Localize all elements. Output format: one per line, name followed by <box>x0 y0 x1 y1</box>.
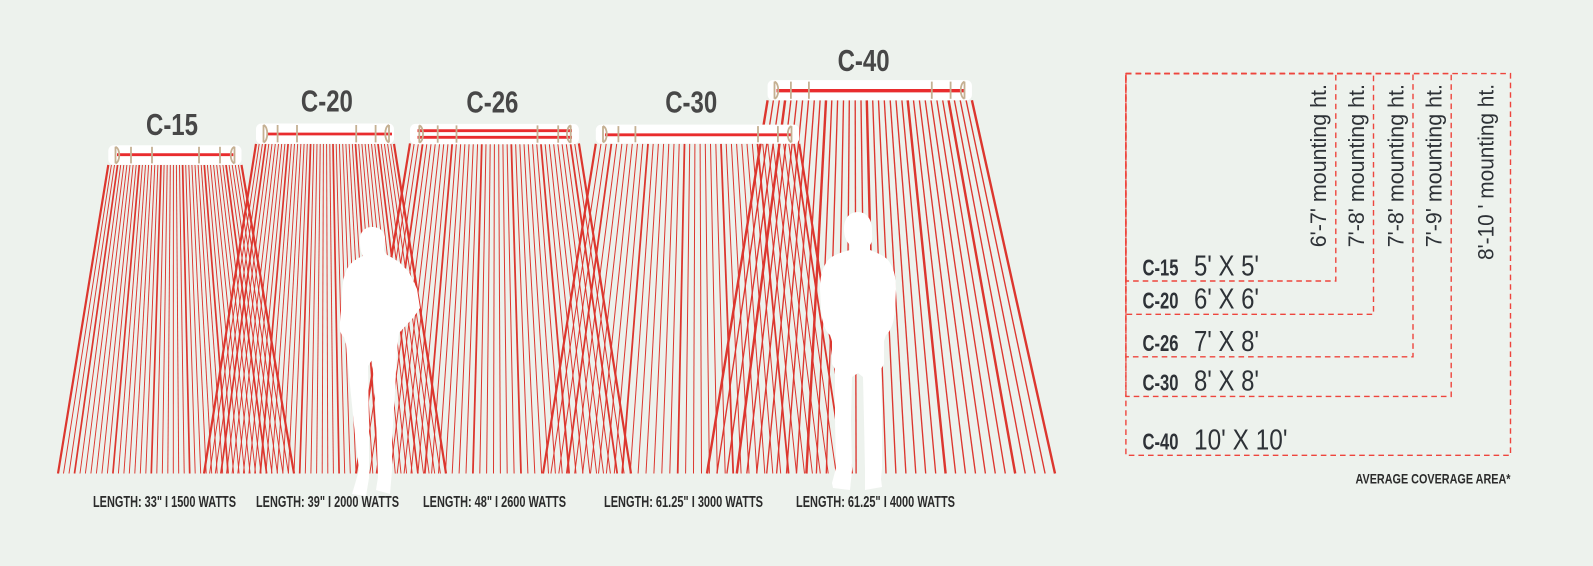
svg-text:LENGTH: 61.25" I 3000 WATTS: LENGTH: 61.25" I 3000 WATTS <box>604 494 763 511</box>
svg-text:LENGTH: 61.25" I 4000 WATTS: LENGTH: 61.25" I 4000 WATTS <box>796 494 955 511</box>
svg-text:6' X 6': 6' X 6' <box>1194 284 1259 316</box>
svg-text:8'-10 ' mounting ht.: 8'-10 ' mounting ht. <box>1473 84 1498 260</box>
svg-text:C-40: C-40 <box>838 43 890 78</box>
svg-text:LENGTH: 48" I 2600 WATTS: LENGTH: 48" I 2600 WATTS <box>423 494 566 511</box>
svg-text:C-26: C-26 <box>466 84 518 119</box>
svg-text:C-20: C-20 <box>301 84 353 119</box>
svg-text:6'-7' mounting ht.: 6'-7' mounting ht. <box>1306 84 1331 247</box>
svg-text:8' X 8': 8' X 8' <box>1194 366 1259 398</box>
svg-text:C-15: C-15 <box>146 107 198 142</box>
svg-text:C-26: C-26 <box>1143 330 1179 356</box>
svg-text:C-40: C-40 <box>1143 429 1179 455</box>
svg-text:C-15: C-15 <box>1143 254 1179 280</box>
svg-text:7'-9' mounting ht.: 7'-9' mounting ht. <box>1422 84 1447 247</box>
svg-text:AVERAGE COVERAGE AREA*: AVERAGE COVERAGE AREA* <box>1356 470 1511 486</box>
svg-text:10' X 10': 10' X 10' <box>1194 425 1288 457</box>
svg-text:C-30: C-30 <box>665 84 717 119</box>
svg-text:5' X 5': 5' X 5' <box>1194 250 1259 282</box>
svg-text:C-20: C-20 <box>1143 288 1179 314</box>
svg-text:7' X 8': 7' X 8' <box>1194 326 1259 358</box>
svg-text:7'-8' mounting ht.: 7'-8' mounting ht. <box>1383 84 1408 247</box>
svg-text:LENGTH: 39" I 2000 WATTS: LENGTH: 39" I 2000 WATTS <box>256 494 399 511</box>
svg-text:7'-8' mounting ht.: 7'-8' mounting ht. <box>1344 84 1369 247</box>
svg-text:LENGTH: 33" I 1500 WATTS: LENGTH: 33" I 1500 WATTS <box>93 494 236 511</box>
svg-text:C-30: C-30 <box>1143 370 1179 396</box>
